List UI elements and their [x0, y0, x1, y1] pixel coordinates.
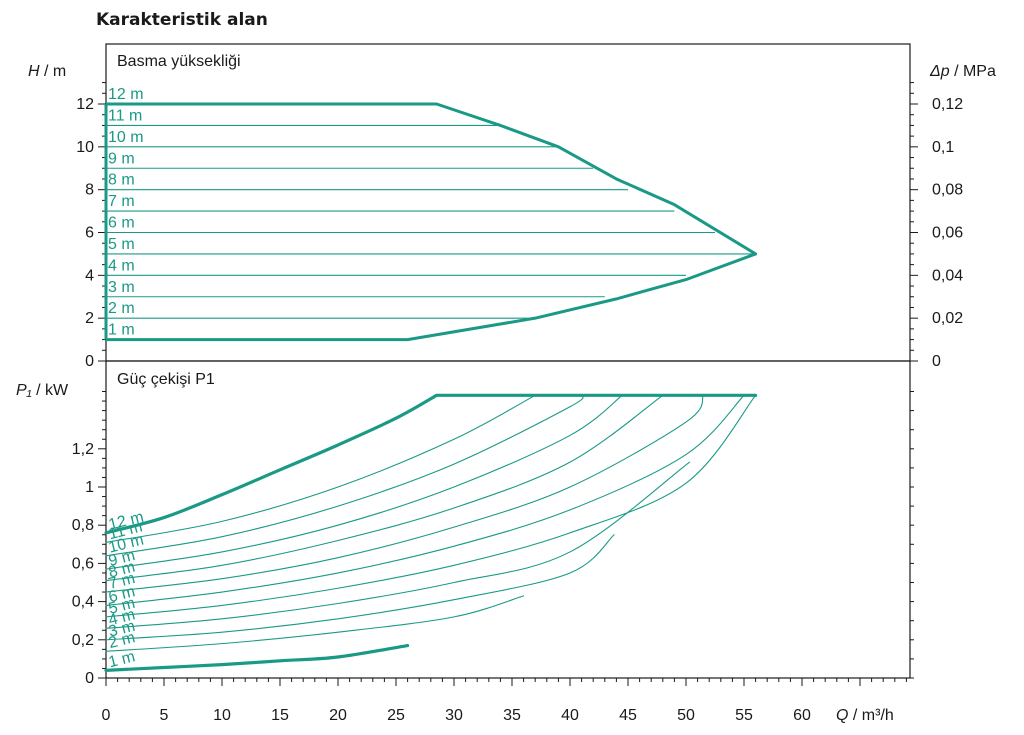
- xtick-label: 55: [735, 707, 753, 724]
- xtick-label: 0: [102, 707, 111, 724]
- xtick-label: 45: [619, 707, 637, 724]
- power-curve-label-2m: 2 m: [107, 629, 137, 652]
- head-curve-label-4m: 4 m: [108, 257, 135, 274]
- xtick-label: 20: [329, 707, 347, 724]
- head-panel-title: Basma yüksekliği: [117, 53, 241, 70]
- power-curve-label-9m: 9 m: [107, 547, 137, 570]
- power-ytick-label: 0,6: [72, 555, 94, 572]
- power-curve-1m: [104, 643, 410, 672]
- power-ytick-label: 0: [85, 670, 94, 687]
- head-curve-label-9m: 9 m: [108, 150, 135, 167]
- power-ytick-label: 0,4: [72, 594, 94, 611]
- head-y2tick-label: 0,08: [932, 182, 963, 199]
- xlabel: Q / m³/h: [836, 707, 894, 724]
- head-ytick-label: 0: [85, 353, 94, 370]
- power-curve-12m: [104, 393, 758, 535]
- head-curve-label-3m: 3 m: [108, 279, 135, 296]
- chart-frame: [105, 43, 911, 679]
- tick-marks: [98, 82, 918, 686]
- head-ytick-label: 6: [85, 225, 94, 242]
- head-y2tick-label: 0: [932, 353, 941, 370]
- power-curve-label-7m: 7 m: [107, 570, 137, 593]
- power-curve-9m: [105, 394, 623, 570]
- head-ytick-label: 10: [76, 139, 94, 156]
- curves: [104, 102, 758, 672]
- head-curve-label-11m: 11 m: [108, 107, 142, 124]
- xtick-label: 15: [271, 707, 289, 724]
- power-panel-title: Güç çekişi P1: [117, 371, 215, 388]
- power-curve-2m: [105, 595, 525, 652]
- head-y2tick-label: 0,1: [932, 139, 954, 156]
- head-ylabel: H / m: [28, 63, 66, 80]
- head-curve-label-5m: 5 m: [108, 236, 135, 253]
- xtick-label: 50: [677, 707, 695, 724]
- power-curve-5m: [105, 394, 757, 618]
- power-curve-label-8m: 8 m: [107, 559, 137, 582]
- power-curve-7m: [105, 394, 704, 593]
- head-ytick-label: 2: [85, 310, 94, 327]
- head-curve-label-1m: 1 m: [108, 322, 135, 339]
- power-curve-11m: [105, 394, 536, 543]
- head-curve-label-6m: 6 m: [108, 215, 135, 232]
- xtick-label: 10: [213, 707, 231, 724]
- head-ytick-label: 4: [85, 267, 94, 284]
- chart-title: Karakteristik alan: [96, 10, 268, 30]
- head-y2tick-label: 0,04: [932, 267, 963, 284]
- power-curve-6m: [105, 394, 745, 606]
- power-curve-label-6m: 6 m: [107, 583, 137, 606]
- power-ylabel: P₁ / kW: [16, 382, 69, 399]
- head-curve-label-8m: 8 m: [108, 172, 135, 189]
- xtick-label: 35: [503, 707, 521, 724]
- xtick-label: 40: [561, 707, 579, 724]
- power-curve-label-5m: 5 m: [107, 595, 137, 618]
- head-curve-label-2m: 2 m: [108, 300, 135, 317]
- power-curve-4m: [105, 461, 691, 629]
- power-curve-label-1m: 1 m: [107, 648, 137, 671]
- head-y2tick-label: 0,12: [932, 96, 963, 113]
- head-envelope: [106, 102, 758, 342]
- power-ytick-label: 0,2: [72, 632, 94, 649]
- xtick-label: 25: [387, 707, 405, 724]
- xtick-label: 60: [793, 707, 811, 724]
- power-curve-3m: [105, 534, 615, 641]
- head-ytick-label: 8: [85, 182, 94, 199]
- head-curve-label-7m: 7 m: [108, 193, 135, 210]
- head-curve-label-12m: 12 m: [108, 86, 144, 103]
- head-y2label: Δp / MPa: [929, 63, 996, 80]
- head-panel-frame: [105, 43, 911, 362]
- power-ytick-label: 1,2: [72, 441, 94, 458]
- xtick-label: 30: [445, 707, 463, 724]
- xtick-label: 5: [160, 707, 169, 724]
- power-curve-8m: [105, 394, 664, 582]
- head-y2tick-label: 0,02: [932, 310, 963, 327]
- power-curve-label-4m: 4 m: [107, 606, 137, 629]
- power-curve-label-3m: 3 m: [107, 618, 137, 641]
- power-ytick-label: 1: [85, 479, 94, 496]
- power-ytick-label: 0,8: [72, 517, 94, 534]
- power-curve-10m: [105, 394, 584, 557]
- head-y2tick-label: 0,06: [932, 225, 963, 242]
- head-ytick-label: 12: [76, 96, 94, 113]
- head-curve-label-10m: 10 m: [108, 129, 144, 146]
- power-panel-frame: [105, 360, 911, 679]
